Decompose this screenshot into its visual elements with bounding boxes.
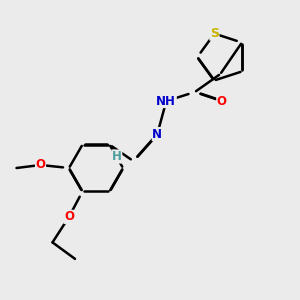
- Text: S: S: [210, 27, 219, 40]
- Text: O: O: [217, 94, 227, 107]
- Text: O: O: [35, 158, 46, 172]
- Text: NH: NH: [156, 94, 176, 107]
- Text: O: O: [64, 210, 74, 224]
- Text: N: N: [152, 128, 162, 140]
- Text: H: H: [112, 150, 122, 163]
